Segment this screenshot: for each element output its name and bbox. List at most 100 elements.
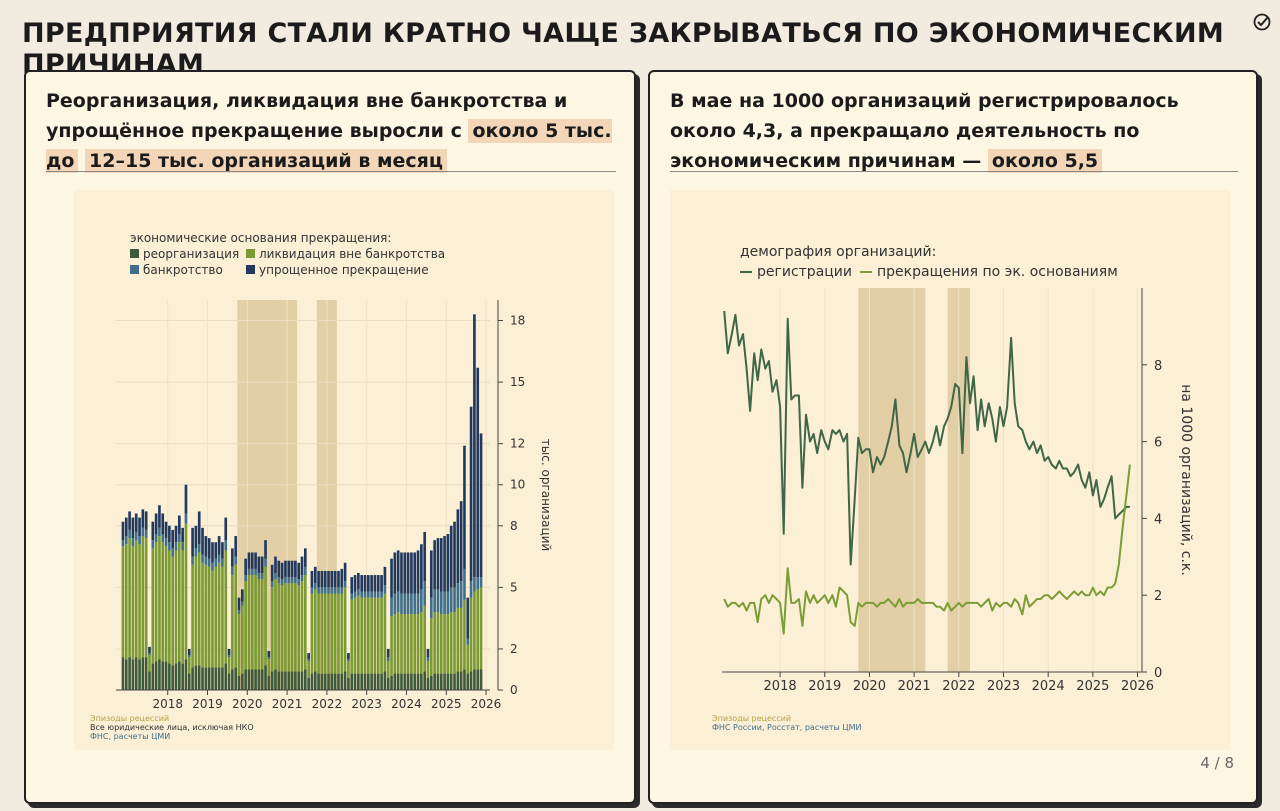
bar-bankruptcy [323, 587, 327, 594]
bar-liquidation [410, 614, 413, 674]
bar-bankruptcy [439, 591, 443, 615]
bar-liquidation [247, 575, 251, 670]
bar-reorganization [227, 673, 231, 690]
bar-liquidation [144, 538, 148, 658]
bar-reorganization [161, 661, 165, 690]
bar-reorganization [466, 673, 470, 690]
bar-liquidation [456, 607, 460, 672]
bar-simplified [154, 513, 158, 534]
bar-liquidation [330, 593, 334, 674]
bar-reorganization [231, 669, 234, 690]
bar-simplified [197, 511, 201, 545]
bar-bankruptcy [257, 573, 261, 580]
bar-bankruptcy [303, 566, 307, 576]
x-tick-label: 2018 [764, 679, 797, 694]
page-title: ПРЕДПРИЯТИЯ СТАЛИ КРАТНО ЧАЩЕ ЗАКРЫВАТЬС… [22, 18, 1225, 80]
bar-liquidation [184, 523, 188, 660]
bar-reorganization [297, 671, 301, 690]
bar-reorganization [260, 669, 264, 690]
bar-reorganization [400, 673, 403, 690]
bar-liquidation [350, 599, 354, 674]
bar-bankruptcy [214, 558, 218, 567]
bar-liquidation [194, 556, 198, 666]
bar-simplified [187, 648, 191, 656]
bar-reorganization [360, 673, 364, 690]
bar-liquidation [303, 575, 307, 670]
bar-simplified [383, 566, 387, 586]
bar-bankruptcy [211, 562, 214, 571]
bar-simplified [121, 521, 125, 541]
bar-bankruptcy [234, 556, 238, 565]
y-axis-label: тыс. организаций [539, 439, 553, 551]
bar-reorganization [363, 673, 367, 690]
bar-simplified [284, 560, 287, 578]
bar-reorganization [284, 671, 287, 690]
legend-title: экономические основания прекращения: [130, 231, 391, 245]
bar-bankruptcy [194, 548, 198, 557]
bar-simplified [161, 513, 165, 534]
bar-simplified [224, 517, 228, 541]
bar-liquidation [141, 536, 145, 658]
x-tick-label: 2025 [431, 697, 462, 711]
bar-simplified [473, 314, 476, 578]
bar-bankruptcy [347, 659, 350, 662]
bar-bankruptcy [240, 601, 244, 606]
bar-bankruptcy [390, 597, 393, 617]
bar-liquidation [439, 614, 443, 674]
bar-bankruptcy [201, 554, 204, 563]
bar-bankruptcy [154, 534, 158, 543]
bar-simplified [353, 575, 357, 592]
bar-bankruptcy [353, 591, 357, 598]
bar-simplified [138, 517, 141, 537]
bar-liquidation [343, 587, 347, 672]
bar-liquidation [161, 542, 165, 662]
bar-simplified [453, 521, 456, 588]
bar-bankruptcy [420, 589, 423, 612]
bar-bankruptcy [410, 593, 413, 615]
bar-liquidation [426, 661, 430, 678]
bar-reorganization [406, 673, 410, 690]
bar-bankruptcy [158, 527, 161, 537]
bar-bankruptcy [479, 577, 483, 588]
bar-reorganization [138, 659, 141, 690]
bar-simplified [257, 556, 261, 573]
x-tick-label: 2024 [391, 697, 422, 711]
bar-reorganization [393, 673, 397, 690]
bar-bankruptcy [148, 653, 151, 656]
bar-liquidation [204, 564, 208, 668]
bar-reorganization [423, 671, 427, 690]
x-tick-label: 2018 [152, 697, 183, 711]
bar-simplified [466, 597, 470, 639]
bar-reorganization [343, 671, 347, 690]
bar-liquidation [433, 612, 436, 674]
bar-bankruptcy [141, 527, 145, 537]
bar-reorganization [410, 673, 413, 690]
bar-liquidation [121, 546, 125, 658]
right-headline-text: В мае на 1000 организаций регистрировало… [670, 90, 1179, 172]
y-tick-label: 8 [1154, 359, 1162, 374]
bar-simplified [373, 575, 377, 592]
bar-simplified [277, 560, 281, 578]
bar-liquidation [154, 542, 158, 662]
bar-reorganization [333, 673, 337, 690]
bar-liquidation [357, 595, 360, 674]
bar-simplified [360, 575, 364, 592]
y-tick-label: 0 [510, 683, 518, 697]
bar-bankruptcy [187, 655, 191, 658]
bar-bankruptcy [413, 593, 417, 615]
bar-bankruptcy [426, 657, 430, 662]
x-tick-label: 2021 [898, 679, 931, 694]
bar-simplified [264, 540, 267, 559]
stacked-bar-chart: 2018 2019 2020 2021 2022 2023 2024 2025 2026 0 2 5 8… [116, 231, 553, 711]
bar-reorganization [154, 661, 158, 690]
bar-reorganization [168, 663, 171, 690]
bar-reorganization [237, 675, 241, 690]
bar-simplified [406, 552, 410, 594]
bar-liquidation [187, 657, 191, 674]
page-counter: 4 / 8 [1200, 754, 1234, 772]
bar-reorganization [426, 677, 430, 690]
bar-liquidation [234, 564, 238, 668]
bar-simplified [164, 521, 168, 539]
bar-bankruptcy [360, 591, 364, 598]
